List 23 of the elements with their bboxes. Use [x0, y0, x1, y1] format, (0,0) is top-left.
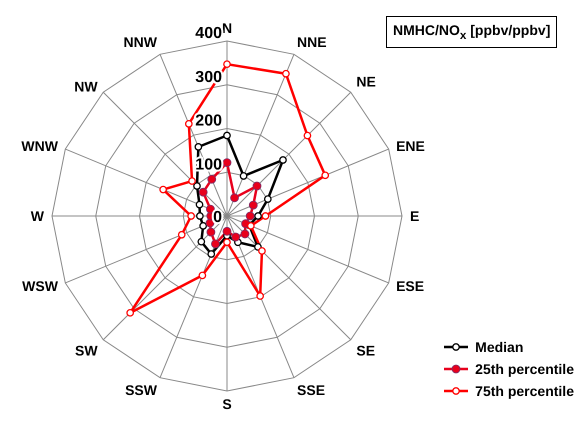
legend-label: Median: [475, 339, 524, 355]
spoke-label: E: [410, 208, 420, 224]
y-tick-label: 400: [195, 25, 222, 42]
spoke-label: SW: [75, 342, 98, 358]
spoke-label: SE: [356, 342, 376, 358]
spoke-label: ESE: [396, 278, 424, 294]
spoke-label: W: [30, 208, 45, 224]
spoke-label: SSE: [297, 382, 326, 398]
spoke-label: NW: [74, 78, 98, 95]
spoke-label: WSW: [22, 278, 59, 294]
spoke-label: ENE: [396, 138, 425, 154]
legend-label: 25th percentile: [475, 361, 574, 377]
chart-title: NMHC/NO$_{x}$ [ppbv/ppbv]: [386, 16, 558, 48]
y-tick-label: 200: [195, 112, 222, 130]
spoke-label: N: [222, 20, 232, 36]
spoke-label: WNW: [21, 138, 59, 154]
spoke-label: SSW: [125, 382, 158, 398]
spoke-label: S: [222, 396, 232, 412]
spoke-label: NNW: [124, 34, 158, 50]
spoke-label: NNE: [297, 34, 327, 50]
y-tick-label: 0: [213, 209, 222, 226]
legend-label: 75th percentile: [475, 383, 574, 399]
spoke-label: NE: [356, 74, 376, 90]
